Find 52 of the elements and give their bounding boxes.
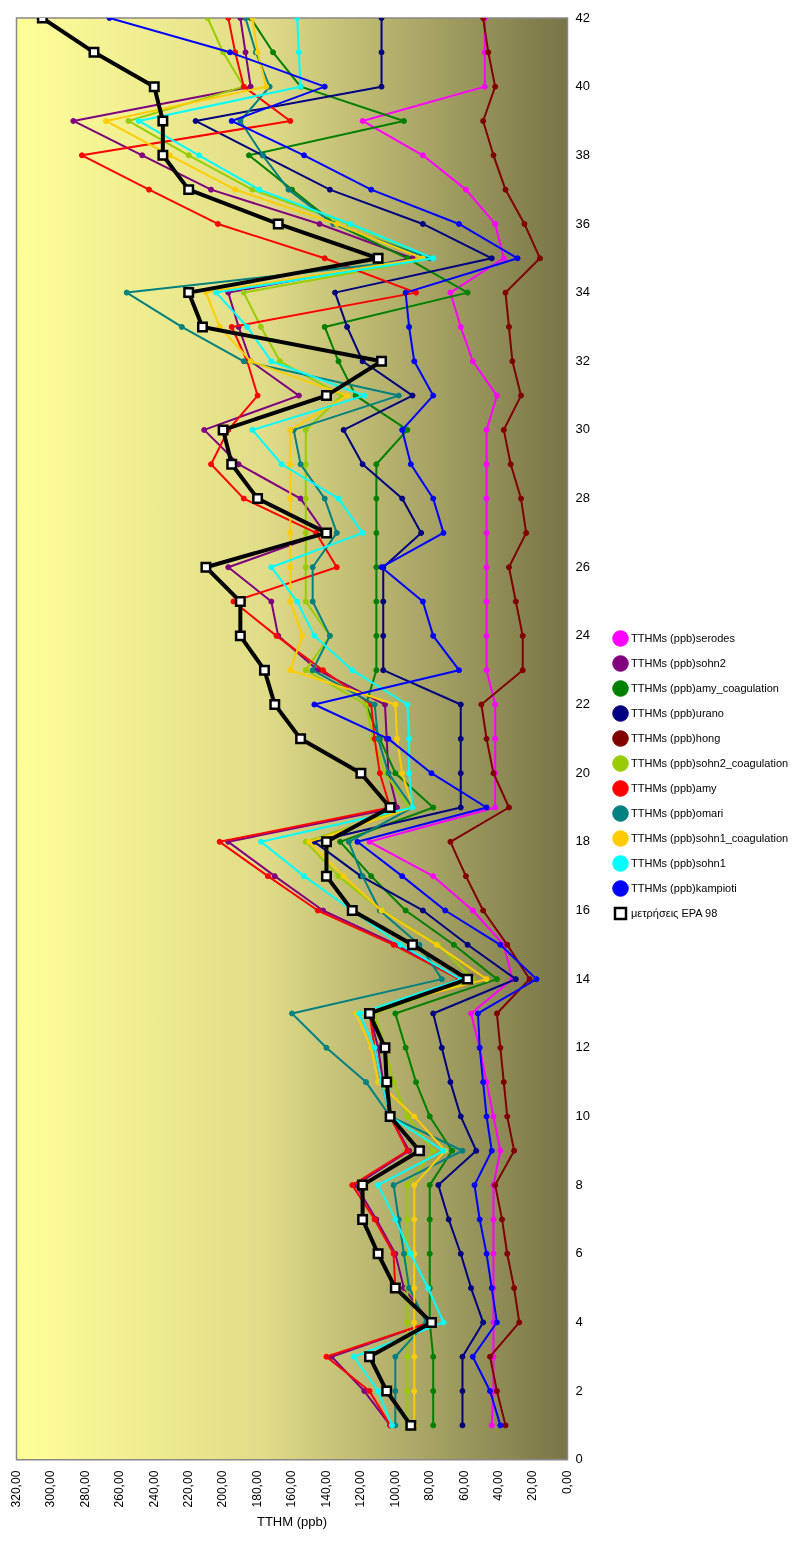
x-tick-label: 160,00 [284,1470,299,1508]
y-tick-label: 16 [575,902,590,918]
y-tick-label: 22 [575,696,590,712]
x-tick-label: 80,00 [422,1470,437,1501]
x-tick-label: 220,00 [181,1470,195,1508]
x-tick-label: 0,00 [559,1470,574,1495]
y-tick-label: 24 [575,627,590,643]
y-tick-label: 10 [575,1108,590,1124]
legend-label: μετρήσεις EPA 98 [631,906,718,919]
x-tick-label: 320,00 [8,1470,23,1508]
x-axis-title: TTHM (ppb) [256,1513,328,1529]
x-tick-label: 40,00 [490,1470,505,1501]
y-tick-label: 32 [575,352,590,368]
x-tick-label: 20,00 [525,1470,540,1501]
y-tick-label: 0 [575,1451,583,1467]
legend-label: TTHMs (ppb)urano [631,706,724,719]
y-tick-label: 26 [575,558,590,574]
y-tick-label: 8 [575,1176,583,1192]
legend-label: TTHMs (ppb)omari [631,806,724,819]
legend-label: TTHMs (ppb)amy [631,781,718,794]
y-tick-label: 4 [575,1313,583,1329]
x-tick-label: 240,00 [146,1470,161,1508]
legend-label: TTHMs (ppb)kampioti [631,881,737,894]
x-tick-label: 180,00 [249,1470,264,1508]
x-tick-label: 120,00 [353,1470,368,1508]
y-tick-label: 34 [575,284,590,300]
y-tick-label: 12 [575,1039,590,1055]
x-tick-label: 140,00 [318,1470,333,1508]
x-tick-label: 280,00 [77,1470,92,1508]
legend-label: TTHMs (ppb)sohn2 [631,656,726,669]
y-tick-label: 28 [575,490,590,506]
x-tick-label: 100,00 [387,1470,402,1508]
y-tick-label: 6 [575,1245,583,1261]
x-tick-label: 60,00 [456,1470,471,1501]
y-tick-label: 38 [575,146,590,162]
y-tick-label: 18 [575,833,590,849]
y-tick-label: 30 [575,421,590,437]
y-tick-label: 14 [575,970,590,986]
legend-label: TTHMs (ppb)amy_coagulation [631,681,779,694]
legend-label: TTHMs (ppb)sohn1_coagulation [631,831,789,844]
y-tick-label: 42 [575,9,590,25]
y-tick-label: 40 [575,78,590,94]
legend-label: TTHMs (ppb)sohn1 [631,856,726,869]
y-tick-label: 2 [575,1382,583,1398]
legend-label: TTHMs (ppb)sohn2_coagulation [631,756,789,769]
x-tick-label: 300,00 [43,1470,58,1508]
legend-label: TTHMs (ppb)serodes [631,631,736,644]
y-tick-label: 36 [575,215,590,231]
y-tick-label: 20 [575,764,590,780]
legend-label: TTHMs (ppb)hong [631,731,721,744]
x-tick-label: 260,00 [112,1470,127,1508]
x-tick-label: 200,00 [215,1470,230,1508]
